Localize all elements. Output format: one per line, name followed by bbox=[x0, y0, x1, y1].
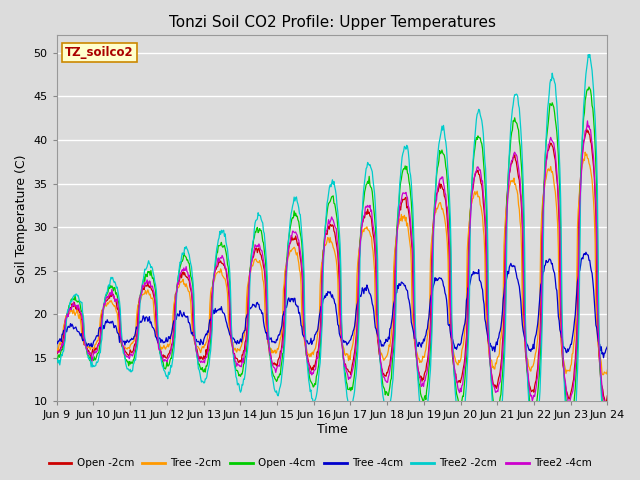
Legend: Open -2cm, Tree -2cm, Open -4cm, Tree -4cm, Tree2 -2cm, Tree2 -4cm: Open -2cm, Tree -2cm, Open -4cm, Tree -4… bbox=[44, 454, 596, 472]
Y-axis label: Soil Temperature (C): Soil Temperature (C) bbox=[15, 154, 28, 283]
Title: Tonzi Soil CO2 Profile: Upper Temperatures: Tonzi Soil CO2 Profile: Upper Temperatur… bbox=[168, 15, 495, 30]
Text: TZ_soilco2: TZ_soilco2 bbox=[65, 46, 134, 60]
X-axis label: Time: Time bbox=[317, 423, 348, 436]
